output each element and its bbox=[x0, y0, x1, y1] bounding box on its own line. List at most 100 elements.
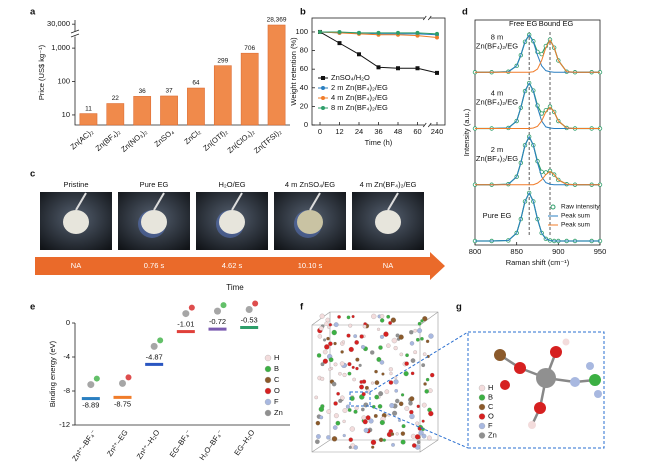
atom bbox=[379, 420, 385, 426]
value-label: -8.75 bbox=[114, 399, 131, 408]
atom bbox=[322, 349, 328, 355]
legend-label: ZnSO₄/H₂O bbox=[331, 73, 370, 82]
panel-letter: e bbox=[30, 302, 35, 313]
marker bbox=[376, 30, 381, 35]
spectrum bbox=[475, 106, 600, 129]
marker bbox=[357, 52, 361, 57]
atom bbox=[409, 341, 415, 346]
atom bbox=[331, 436, 338, 442]
atom bbox=[337, 315, 341, 319]
atom bbox=[388, 380, 394, 385]
atom bbox=[318, 326, 324, 331]
atom bbox=[415, 337, 420, 342]
atom-label: Zn bbox=[274, 408, 283, 417]
molecule bbox=[182, 310, 190, 318]
atom bbox=[340, 395, 345, 401]
zoom-box bbox=[349, 391, 371, 407]
x-tick-label: ZnCl₂ bbox=[182, 127, 202, 146]
atom bbox=[374, 369, 378, 374]
atom bbox=[381, 372, 385, 376]
atom bbox=[324, 344, 330, 350]
atom bbox=[377, 404, 383, 409]
atom bbox=[325, 317, 330, 323]
atom bbox=[379, 318, 385, 323]
x-tick-label: H₂O–BF₄⁻ bbox=[197, 428, 224, 462]
y-tick-label: 0 bbox=[66, 318, 70, 327]
y-axis-label: Price (US$ kg⁻¹) bbox=[37, 44, 46, 100]
molecule bbox=[93, 375, 100, 382]
atom bbox=[421, 363, 426, 368]
atom bbox=[421, 433, 427, 439]
panel-letter: f bbox=[300, 302, 304, 313]
x-tick-label: Zn²⁺–H₂O bbox=[135, 428, 162, 461]
atom bbox=[341, 340, 345, 344]
spectrum-label: Pure EG bbox=[483, 211, 512, 220]
x-tick-label: 60 bbox=[413, 127, 421, 136]
marker bbox=[435, 31, 439, 36]
atom bbox=[370, 381, 374, 385]
marker bbox=[435, 70, 439, 75]
atom-label: F bbox=[488, 421, 493, 430]
legend-marker bbox=[550, 204, 556, 210]
atom bbox=[398, 418, 402, 422]
atom bbox=[315, 420, 321, 426]
molecule bbox=[125, 374, 132, 381]
annotation: Bound EG bbox=[539, 19, 574, 28]
atom bbox=[421, 419, 425, 423]
y-tick-label: 0 bbox=[304, 120, 308, 129]
atom-label: O bbox=[488, 411, 494, 420]
atom bbox=[428, 410, 434, 417]
marker bbox=[415, 30, 420, 35]
atom bbox=[315, 439, 320, 445]
atom bbox=[362, 419, 368, 425]
molecule bbox=[252, 300, 259, 307]
energy-level bbox=[240, 326, 259, 330]
atom bbox=[424, 389, 429, 394]
x-tick-label: 800 bbox=[469, 247, 482, 256]
marker bbox=[435, 35, 439, 40]
y-tick-label: 100 bbox=[57, 77, 70, 86]
atom bbox=[346, 333, 351, 338]
atom bbox=[422, 316, 428, 322]
bar bbox=[240, 52, 259, 126]
atom bbox=[327, 325, 331, 329]
axis bbox=[74, 323, 290, 426]
atom bbox=[342, 433, 346, 438]
x-tick-label: Zn²⁺–BF₄⁻ bbox=[70, 428, 98, 463]
legend-marker bbox=[321, 106, 325, 110]
atom bbox=[333, 322, 339, 328]
x-tick-label: 900 bbox=[552, 247, 565, 256]
marker bbox=[337, 41, 342, 46]
atom bbox=[398, 401, 404, 407]
energy-level bbox=[145, 362, 164, 366]
molecule bbox=[119, 379, 126, 387]
x-tick-label: EG–H₂O bbox=[232, 428, 256, 457]
axis-break bbox=[424, 16, 431, 20]
atom bbox=[383, 331, 389, 337]
atom bbox=[430, 372, 435, 378]
value-label: 28,369 bbox=[267, 17, 287, 24]
bar bbox=[187, 87, 205, 126]
atom bbox=[336, 391, 340, 396]
value-label: -4.87 bbox=[146, 352, 163, 361]
atom bbox=[353, 334, 358, 338]
x-tick-label: Zn(TFSI)₂ bbox=[252, 127, 283, 155]
atom bbox=[395, 398, 400, 404]
atom bbox=[413, 350, 418, 355]
atom bbox=[390, 432, 395, 436]
atom bbox=[361, 407, 365, 412]
marker bbox=[396, 66, 400, 71]
value-label: 37 bbox=[165, 88, 173, 95]
spectrum-label: 4 m bbox=[491, 89, 504, 98]
marker bbox=[376, 65, 381, 70]
atom bbox=[319, 313, 325, 319]
y-tick-label: 10 bbox=[62, 110, 70, 119]
value-label: -1.01 bbox=[177, 320, 194, 329]
time-label: 4.62 s bbox=[222, 261, 243, 270]
atom-label: B bbox=[488, 392, 493, 401]
atom-key bbox=[478, 432, 486, 439]
zoom-line bbox=[369, 405, 469, 449]
y-tick-label: -8 bbox=[63, 386, 70, 395]
photo-label: 4 m ZnSO₄/EG bbox=[285, 180, 335, 189]
atom bbox=[340, 350, 344, 354]
